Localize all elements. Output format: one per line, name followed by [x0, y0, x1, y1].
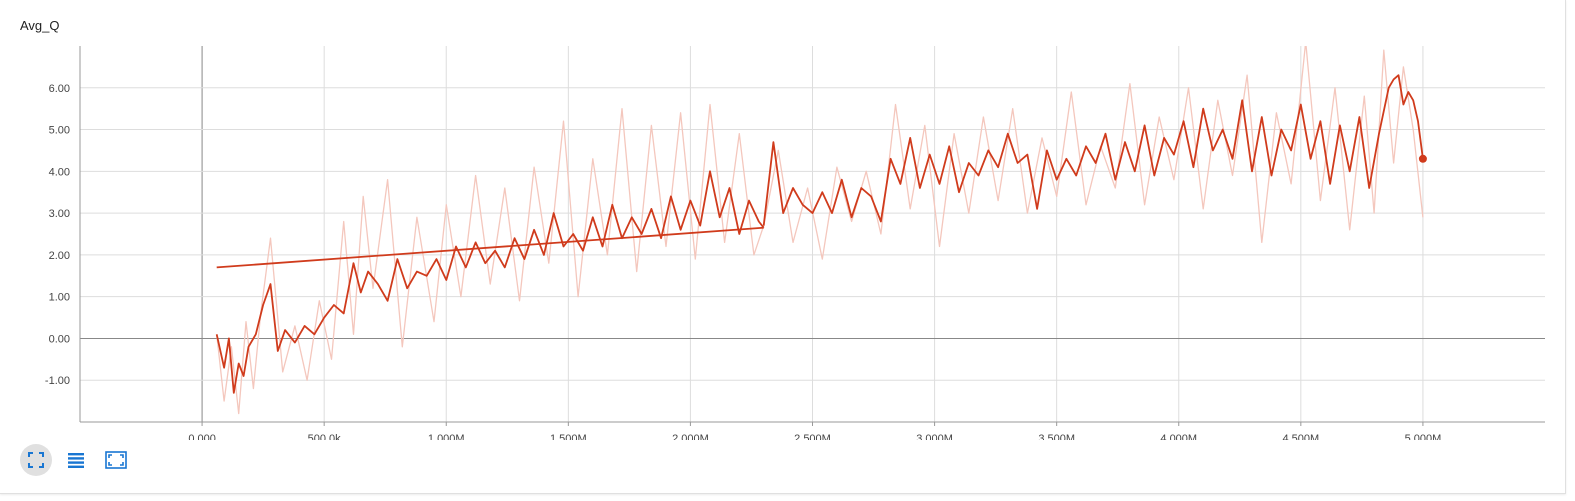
y-tick-label: -1.00	[45, 375, 70, 387]
x-tick-label: 2.000M	[672, 433, 709, 440]
x-tick-label: 4.000M	[1160, 433, 1197, 440]
axis-layer	[79, 46, 1545, 426]
smoothed-series-line	[215, 170, 765, 394]
y-tick-label: 5.00	[49, 125, 70, 137]
list-icon	[68, 453, 84, 468]
smoothed-series-line	[216, 226, 764, 269]
smoothed-series-line	[762, 74, 1424, 226]
x-tick-label: 1.000M	[428, 433, 465, 440]
y-tick-label: 6.00	[49, 83, 70, 95]
grid-layer	[80, 46, 1545, 422]
y-tick-label: 2.00	[49, 250, 70, 262]
x-tick-label: 5.000M	[1405, 433, 1442, 440]
y-tick-label: 0.00	[49, 333, 70, 345]
x-tick-label: 500.0k	[308, 433, 342, 440]
chart-plot[interactable]: 0.000 500.0k 1.000M 1.500M 2.000M 2.500M 3.000…	[0, 0, 1565, 440]
y-tick-label: 1.00	[49, 292, 70, 304]
x-tick-label: 4.500M	[1282, 433, 1319, 440]
chart-title: Avg_Q	[20, 18, 60, 33]
fit-domain-button[interactable]	[20, 444, 52, 476]
x-tick-label: 1.500M	[550, 433, 587, 440]
y-tick-label: 3.00	[49, 208, 70, 220]
expand-icon	[28, 452, 44, 468]
series-end-marker	[1418, 154, 1427, 163]
fit-data-button[interactable]	[100, 444, 132, 476]
chart-toolbar	[20, 444, 132, 476]
x-tick-label: 2.500M	[794, 433, 831, 440]
x-tick-label: 0.000	[188, 433, 216, 440]
raw-series-line	[763, 46, 1424, 260]
toggle-y-log-button[interactable]	[60, 444, 92, 476]
label-layer: 0.000 500.0k 1.000M 1.500M 2.000M 2.500M 3.000…	[45, 83, 1441, 440]
fit-screen-icon	[105, 451, 127, 469]
x-tick-label: 3.000M	[916, 433, 953, 440]
y-tick-label: 4.00	[49, 166, 70, 178]
raw-series-line	[216, 103, 765, 415]
x-tick-label: 3.500M	[1038, 433, 1075, 440]
series-layer	[215, 46, 1427, 415]
